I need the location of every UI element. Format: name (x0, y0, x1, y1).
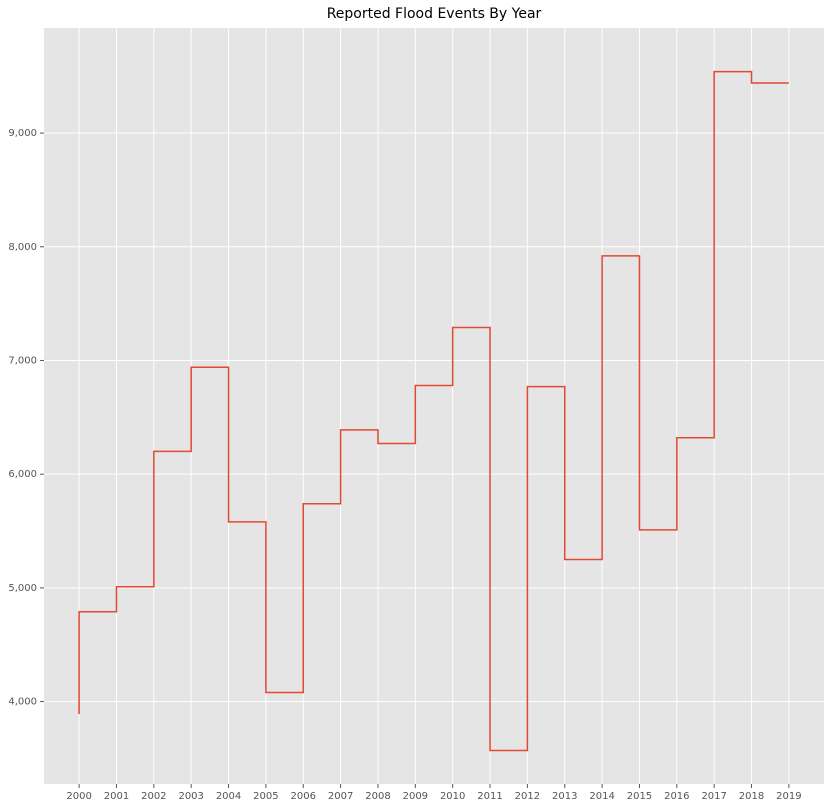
x-tick-label: 2007 (328, 791, 353, 802)
y-tick-label: 4,000 (8, 697, 37, 708)
y-tick-label: 5,000 (8, 583, 37, 594)
chart-title: Reported Flood Events By Year (327, 6, 542, 22)
x-tick-label: 2016 (664, 791, 689, 802)
x-tick-label: 2014 (589, 791, 614, 802)
x-tick-label: 2010 (440, 791, 465, 802)
x-tick-label: 2017 (701, 791, 726, 802)
x-tick-label: 2002 (141, 791, 166, 802)
x-tick-label: 2000 (66, 791, 91, 802)
x-tick-label: 2012 (515, 791, 540, 802)
plot-area (44, 28, 824, 784)
x-tick-label: 2008 (365, 791, 390, 802)
step-line (78, 70, 789, 752)
y-tick-label: 6,000 (8, 469, 37, 480)
x-tick-label: 2005 (253, 791, 278, 802)
x-tick-label: 2001 (104, 791, 129, 802)
x-tick-label: 2013 (552, 791, 577, 802)
x-tick-label: 2003 (178, 791, 203, 802)
y-tick-label: 8,000 (8, 242, 37, 253)
x-tick-label: 2004 (216, 791, 241, 802)
x-tick-label: 2019 (776, 791, 801, 802)
x-tick-label: 2011 (477, 791, 502, 802)
x-tick-label: 2018 (739, 791, 764, 802)
x-tick-label: 2009 (403, 791, 428, 802)
x-tick-label: 2006 (291, 791, 316, 802)
x-tick-label: 2015 (627, 791, 652, 802)
y-tick-label: 9,000 (8, 128, 37, 139)
y-tick-label: 7,000 (8, 355, 37, 366)
